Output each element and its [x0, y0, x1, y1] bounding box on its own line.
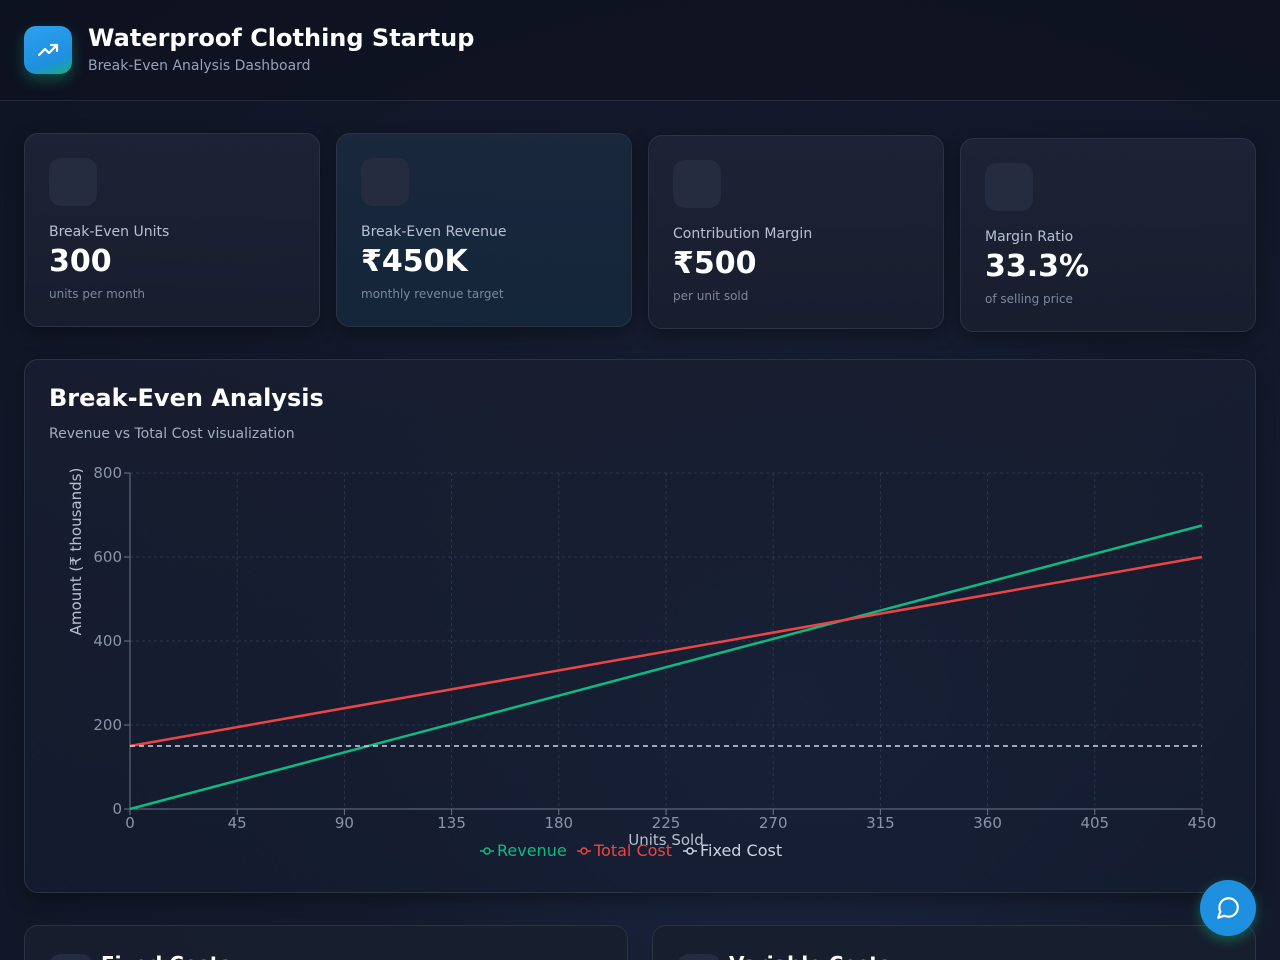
- x-tick-label: 450: [1188, 814, 1217, 832]
- x-tick-label: 45: [228, 814, 247, 832]
- variable-costs-title: Variable Costs: [729, 952, 891, 960]
- x-tick-label: 315: [866, 814, 895, 832]
- kpi-card-contribution-margin: Contribution Margin ₹500 per unit sold: [648, 135, 944, 329]
- y-axis-label: Amount (₹ thousands): [67, 468, 85, 636]
- y-tick-label: 800: [93, 464, 122, 482]
- y-tick-label: 200: [93, 716, 122, 734]
- legend-marker-dot: [483, 847, 491, 855]
- margin-icon: [673, 160, 721, 208]
- kpi-note: monthly revenue target: [361, 287, 504, 301]
- series-line-total-cost: [129, 555, 1203, 748]
- page-title: Waterproof Clothing Startup: [88, 24, 475, 52]
- kpi-note: per unit sold: [673, 289, 749, 303]
- kpi-card-margin-ratio: Margin Ratio 33.3% of selling price: [960, 138, 1256, 332]
- kpi-label: Break-Even Units: [49, 224, 170, 240]
- x-tick-label: 225: [652, 814, 681, 832]
- chat-button[interactable]: [1200, 880, 1256, 936]
- x-tick-label: 90: [335, 814, 354, 832]
- chart-title: Break-Even Analysis: [49, 384, 324, 412]
- chat-bubble-icon: [1217, 897, 1239, 919]
- break-even-line-chart: 0 45 90 135 180 225 270 315 360 405 450 0 200 400 600 8…: [67, 464, 1217, 860]
- kpi-card-break-even-units: Break-Even Units 300 units per month: [24, 133, 320, 327]
- variable-costs-icon: [677, 954, 721, 960]
- break-even-chart-card: Break-Even Analysis Revenue vs Total Cos…: [24, 359, 1256, 893]
- kpi-note: of selling price: [985, 292, 1073, 306]
- x-tick-label: 180: [544, 814, 573, 832]
- legend-marker-dot: [686, 847, 694, 855]
- trending-up-icon: [24, 26, 72, 74]
- kpi-label: Break-Even Revenue: [361, 224, 507, 240]
- app-header: Waterproof Clothing Startup Break-Even A…: [0, 0, 1280, 101]
- kpi-value: 33.3%: [985, 249, 1090, 284]
- y-tick-label: 0: [112, 800, 122, 818]
- kpi-value: ₹450K: [361, 244, 468, 279]
- variable-costs-card: Variable Costs: [652, 925, 1256, 960]
- revenue-icon: [361, 158, 409, 206]
- y-tick-label: 600: [93, 548, 122, 566]
- legend-label: Fixed Cost: [700, 841, 782, 860]
- series-line-revenue: [129, 524, 1203, 811]
- x-axis-label: Units Sold: [628, 831, 704, 849]
- y-tick-label: 400: [93, 632, 122, 650]
- legend-label: Total Cost: [593, 841, 672, 860]
- percent-icon: [985, 163, 1033, 211]
- chart-subtitle: Revenue vs Total Cost visualization: [49, 426, 295, 442]
- units-icon: [49, 158, 97, 206]
- x-tick-label: 270: [759, 814, 788, 832]
- kpi-note: units per month: [49, 287, 146, 301]
- legend-marker-dot: [580, 847, 588, 855]
- x-tick-label: 405: [1080, 814, 1109, 832]
- legend-label: Revenue: [497, 841, 567, 860]
- kpi-card-break-even-revenue: Break-Even Revenue ₹450K monthly revenue…: [336, 133, 632, 327]
- x-tick-label: 0: [125, 814, 135, 832]
- page-subtitle: Break-Even Analysis Dashboard: [88, 58, 311, 74]
- fixed-costs-title: Fixed Costs: [101, 952, 231, 960]
- x-tick-label: 360: [973, 814, 1002, 832]
- fixed-costs-card: Fixed Costs: [24, 925, 628, 960]
- kpi-label: Margin Ratio: [985, 229, 1074, 245]
- x-tick-label: 135: [437, 814, 466, 832]
- kpi-label: Contribution Margin: [673, 226, 813, 242]
- fixed-costs-icon: [49, 954, 93, 960]
- kpi-value: 300: [49, 244, 112, 279]
- kpi-value: ₹500: [673, 246, 757, 281]
